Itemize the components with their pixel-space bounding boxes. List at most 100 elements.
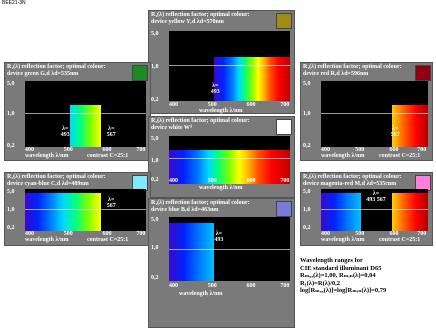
gridline	[169, 158, 290, 159]
colour-swatch	[415, 65, 431, 81]
y-label-bottom: 0,2	[303, 225, 311, 231]
header-line-2: device red Rᵣd λd=596nm	[303, 71, 369, 77]
panel-magenta: R₁(λ) reflection factor; optimal colour:…	[300, 172, 433, 246]
colour-swatch	[276, 201, 292, 217]
x-tick: 500	[207, 102, 217, 108]
header-line-2: device white Wᵈ	[151, 125, 192, 131]
wavelength-marker: λ= 493 567	[351, 191, 401, 203]
x-tick: 500	[207, 178, 217, 184]
x-tick: 400	[25, 147, 34, 153]
x-label: wavelength λ/nm	[199, 185, 243, 191]
x-tick: 500	[207, 283, 217, 289]
x-tick: 400	[169, 283, 178, 289]
panel-header: R₁(λ) reflection factor; optimal colour:…	[151, 118, 250, 132]
marker-value: 567	[390, 132, 400, 138]
spectrum-band	[69, 105, 102, 147]
spectrum-band	[169, 223, 214, 281]
gridline	[25, 113, 146, 114]
panel-header: R₁(λ) reflection factor; optimal colour:…	[7, 64, 106, 78]
spectrum-band-blue	[321, 193, 361, 231]
panel-header: R₁(λ) reflection factor; optimal colour:…	[7, 174, 106, 188]
header-line-2: device green Gᵣd λd=535nm	[7, 71, 79, 77]
marker-lambda: λ=	[372, 191, 380, 197]
y-label-mid: 1,0	[151, 245, 159, 251]
marker-lambda: λ=	[212, 83, 219, 89]
y-label-top: 5,0	[303, 189, 311, 195]
y-label-bottom: 0,2	[303, 143, 311, 149]
x-tick: 400	[321, 231, 330, 237]
note-line-4: R₁(λ)=R(λ)/0,2	[300, 279, 341, 287]
panel-header: R₁(λ) reflection factor; optimal colour:…	[151, 200, 250, 214]
y-label-mid: 1,0	[151, 158, 159, 164]
y-label-mid: 1,0	[303, 207, 311, 213]
x-label: wavelength λ/nm	[25, 153, 69, 159]
x-tick: 400	[321, 147, 330, 153]
plot-area: λ= 567	[321, 81, 428, 147]
y-label-top: 5,0	[151, 31, 159, 37]
marker-value: 493	[214, 237, 224, 243]
x-tick: 700	[136, 147, 146, 153]
marker-value: 493	[60, 132, 70, 138]
gridline	[169, 249, 290, 250]
spectrum-band	[169, 150, 290, 184]
marker-value: 567	[106, 132, 116, 138]
marker-value: 493	[210, 89, 220, 95]
header-line-2: device magenta-red Mᵣd λd=535cnm	[303, 181, 397, 187]
y-label-bottom: 0,2	[7, 225, 15, 231]
x-tick: 600	[389, 147, 399, 153]
marker-lambda: λ=	[108, 126, 115, 132]
header-line-2: device blue Bᵣd λd=463nm	[151, 207, 219, 213]
header-line-2: device cyan-blue Cᵣd λd=489nm	[7, 181, 89, 187]
marker-value: 493 567	[366, 197, 386, 203]
spectrum-band	[25, 193, 102, 231]
header-line-2: device yellow Yᵣd λd=570nm	[151, 19, 224, 25]
y-label-bottom: 0,2	[151, 177, 159, 183]
x-tick: 700	[136, 231, 146, 237]
x-tick: 400	[169, 102, 178, 108]
panel-green: R₁(λ) reflection factor; optimal colour:…	[4, 62, 151, 161]
note-line-2: CIE standard illuminant D65	[300, 264, 382, 272]
x-label: wavelength λ/nm	[321, 237, 365, 243]
y-label-bottom: 0,2	[151, 97, 159, 103]
x-tick: 500	[355, 147, 365, 153]
marker-lambda: λ=	[108, 197, 115, 203]
note-line-3: Rₘₐₓ(λ)=1,00, Rₘᵢₙ(λ)=0,04	[300, 272, 376, 279]
plot-area: λ= 493 λ= 567	[25, 81, 146, 147]
wavelength-marker: λ= 493	[209, 231, 229, 243]
spectrum-band	[391, 105, 428, 147]
panel-blue: R₁(λ) reflection factor; optimal colour:…	[148, 198, 295, 328]
header-line-1: R₁(λ) reflection factor; optimal colour:	[7, 64, 106, 70]
colour-swatch	[132, 65, 148, 81]
panel-header: R₁(λ) reflection factor; optimal colour:…	[303, 174, 402, 188]
colour-swatch	[276, 119, 292, 135]
x-label: wavelength λ/nm	[25, 237, 69, 243]
y-label-top: 5,0	[303, 81, 311, 87]
wavelength-marker: λ= 567	[385, 126, 405, 138]
x-tick: 600	[102, 147, 112, 153]
plot-area: λ= 567	[25, 189, 146, 231]
y-label-bottom: 0,2	[151, 275, 159, 281]
corner-label: BEE21-3N	[2, 0, 26, 6]
contrast-label: contrast C=25:1	[87, 153, 129, 159]
panel-cyan: R₁(λ) reflection factor; optimal colour:…	[4, 172, 151, 246]
marker-lambda: λ=	[215, 231, 223, 237]
x-label: wavelength λ/nm	[199, 108, 243, 114]
x-tick: 500	[63, 231, 73, 237]
x-tick: 500	[63, 147, 73, 153]
panel-red: R₁(λ) reflection factor; optimal colour:…	[300, 62, 433, 161]
header-line-1: R₁(λ) reflection factor; optimal colour:	[151, 200, 250, 206]
x-tick: 700	[280, 283, 290, 289]
header-line-1: R₁(λ) reflection factor; optimal colour:	[7, 174, 106, 180]
x-tick: 600	[389, 231, 399, 237]
wavelength-marker: λ= 567	[101, 197, 121, 209]
gridline	[321, 113, 428, 114]
x-tick: 500	[355, 231, 365, 237]
contrast-label: contrast C=25:1	[379, 153, 421, 159]
x-tick: 600	[246, 102, 256, 108]
gridline	[169, 65, 290, 66]
wavelength-note: Wavelength ranges for CIE standard illum…	[300, 257, 430, 295]
header-line-1: R₁(λ) reflection factor; optimal colour:	[303, 174, 402, 180]
plot-area	[169, 136, 290, 184]
wavelength-marker: λ= 567	[101, 126, 121, 138]
y-label-mid: 1,0	[7, 111, 15, 117]
